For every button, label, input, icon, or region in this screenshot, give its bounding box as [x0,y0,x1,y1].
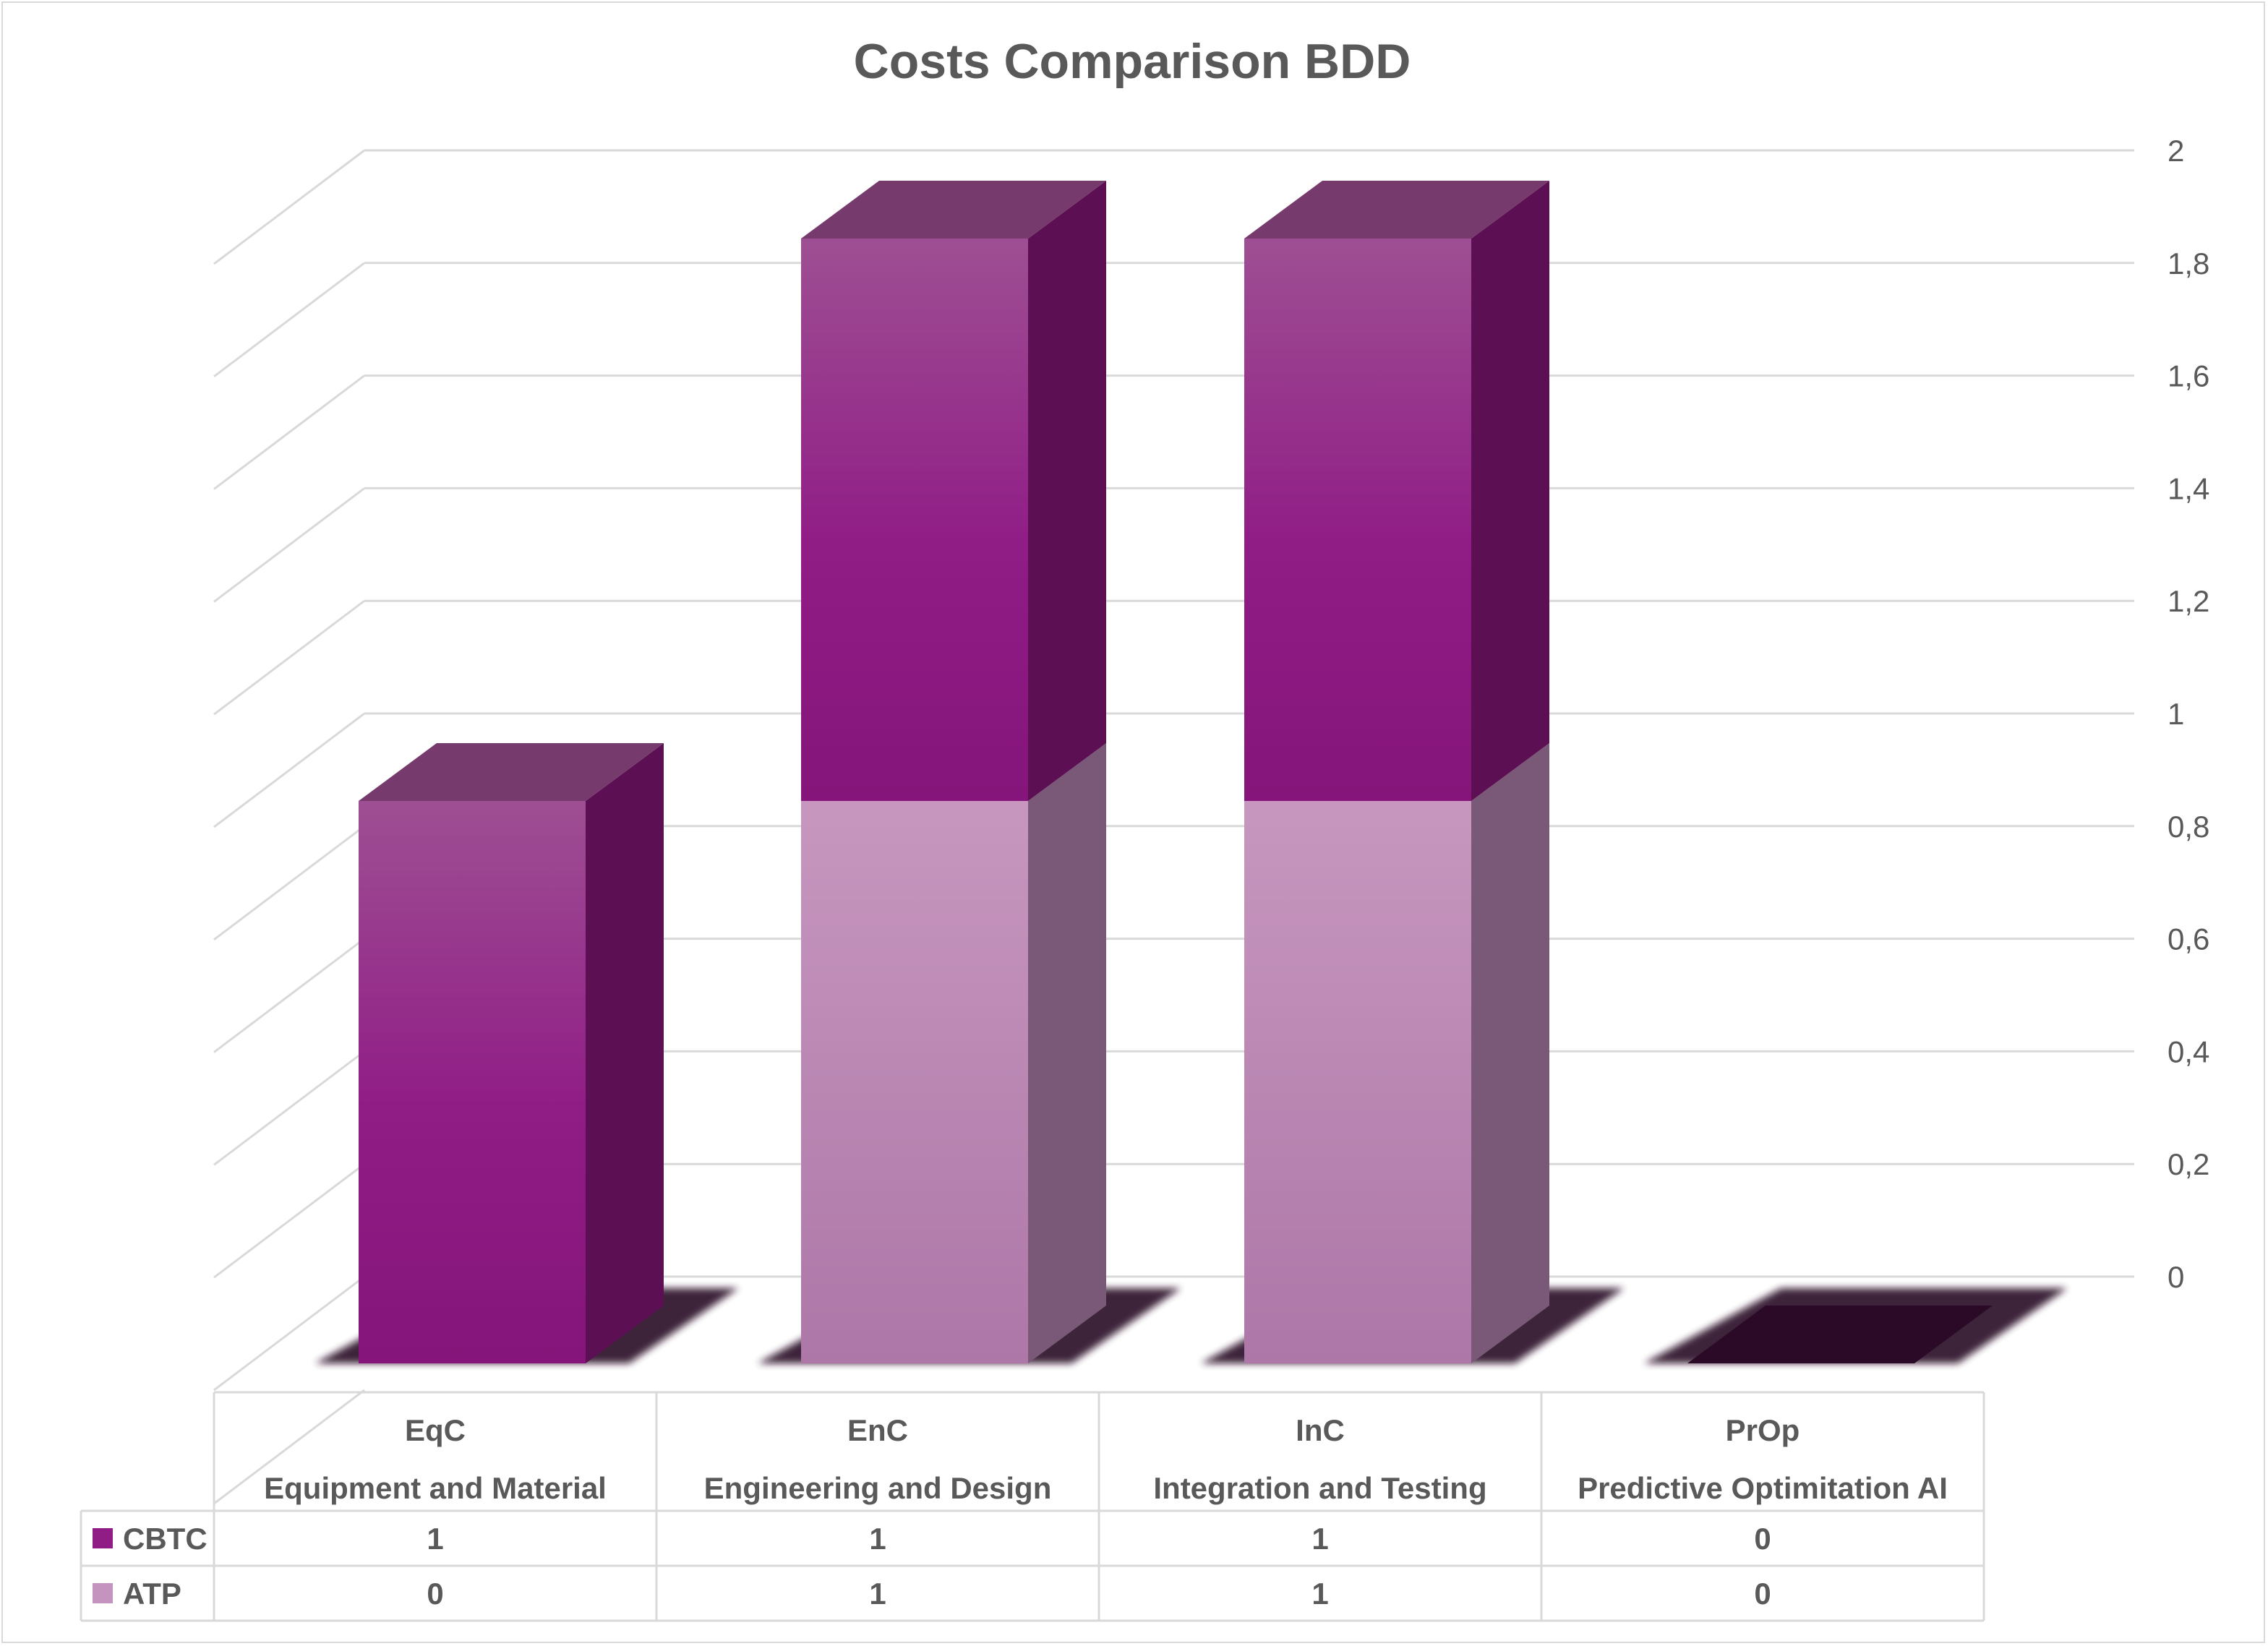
data-label: 0 [1754,1577,1771,1611]
floor-edge [213,1389,365,1505]
gridline-side [213,487,365,603]
gridline-side [213,149,365,265]
chart-title: Costs Comparison BDD [854,34,1411,89]
y-tick-label: 1,6 [2168,359,2209,393]
gridline-side [213,712,365,828]
gridline-side [213,825,365,940]
y-tick-label: 0,6 [2168,922,2209,956]
data-table: EqC Equipment and Material EnC Engineering … [80,1391,1985,1622]
bar-side [1028,181,1106,801]
gridline-side [213,1163,365,1279]
legend-key-atp [93,1583,113,1603]
data-label: 1 [869,1522,886,1556]
bar-side [1471,181,1549,801]
y-tick-label: 0,4 [2168,1034,2209,1068]
y-tick-label: 1,8 [2168,247,2209,280]
category-name-label: Equipment and Material [264,1471,607,1505]
bar-cbtc-enc [801,181,1106,801]
legend-label-cbtc: CBTC [123,1522,207,1556]
y-tick-label: 0,8 [2168,810,2209,844]
category-name-label: Predictive Optimitation AI [1578,1471,1948,1505]
y-tick-label: 2 [2168,134,2184,168]
legend-key-cbtc [93,1528,113,1548]
bar-side [1471,743,1549,1363]
category-code-label: EqC [405,1413,466,1447]
bar-side [1028,743,1106,1363]
y-tick-label: 1,2 [2168,584,2209,618]
bar-cbtc-eqc [359,743,664,1363]
y-tick-label: 0 [2168,1260,2184,1294]
bar-front [1244,239,1471,801]
bar-top-inc [1244,181,1549,239]
category-code-label: InC [1296,1413,1345,1447]
bar-side [586,743,664,1363]
data-label: 1 [427,1522,443,1556]
gridline-side [213,1275,365,1392]
data-label: 1 [1311,1577,1328,1611]
bar-front [1244,801,1471,1363]
bar-top-enc [801,181,1106,239]
bar-front [801,239,1028,801]
category-name-label: Engineering and Design [704,1471,1052,1505]
bars [359,181,1993,1363]
data-label: 0 [427,1577,443,1611]
gridline-side [213,262,365,377]
gridline-side [213,600,365,716]
legend-label-atp: ATP [123,1577,181,1611]
y-tick-label: 0,2 [2168,1147,2209,1181]
bar-zero-prop [1687,1306,1993,1363]
category-code-label: EnC [847,1413,908,1447]
bar-atp-enc [801,743,1106,1363]
y-tick-label: 1,4 [2168,471,2209,505]
bar-atp-inc [1244,743,1549,1363]
bar-front [801,801,1028,1363]
bar-cbtc-inc [1244,181,1549,801]
data-label: 1 [869,1577,886,1611]
y-axis-ticks: 0 0,2 0,4 0,6 0,8 1 1,2 1,4 1,6 1,8 2 [2168,134,2209,1294]
category-name-label: Integration and Testing [1153,1471,1486,1505]
gridline-side [213,938,365,1053]
data-label: 0 [1754,1522,1771,1556]
category-code-label: PrOp [1726,1413,1800,1447]
gridline-side [213,1050,365,1166]
y-tick-label: 1 [2168,697,2184,731]
gridline-side [213,374,365,490]
data-label: 1 [1311,1522,1328,1556]
bar-front [359,801,586,1363]
bar-top-eqc [359,743,664,801]
